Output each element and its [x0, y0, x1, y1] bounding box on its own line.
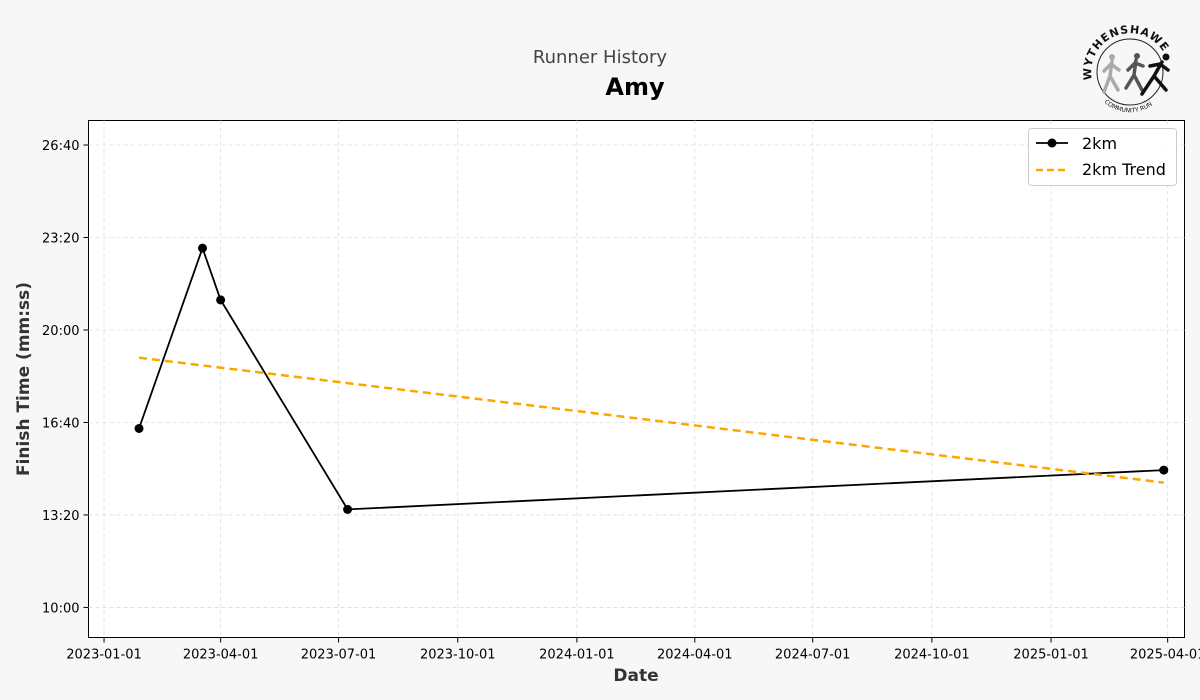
data-point-2km	[343, 504, 353, 514]
legend-label-trend: 2km Trend	[1082, 160, 1166, 179]
y-tick-label: 26:40	[42, 139, 79, 154]
y-tick-label: 13:20	[42, 509, 79, 524]
data-point-2km	[134, 423, 144, 433]
x-axis-label: Date	[613, 666, 658, 686]
chart-title: Amy	[605, 73, 665, 101]
wythenshawe-logo: WYTHENSHAWE COMMUNITY RUN	[1081, 23, 1171, 114]
runner-figure-2	[1124, 53, 1145, 92]
x-tick-label: 2024-10-01	[894, 648, 970, 663]
data-point-2km	[198, 243, 208, 253]
x-tick-label: 2023-04-01	[183, 648, 259, 663]
series-line-2km-trend	[138, 356, 1164, 484]
axes: 2023-01-01 2023-04-01 2023-07-01 2023-10-01…	[42, 139, 1200, 662]
y-axis-label: Finish Time (mm:ss)	[14, 282, 34, 476]
x-tick-label: 2023-10-01	[420, 648, 496, 663]
plot-area	[88, 120, 1185, 638]
x-tick-label: 2025-01-01	[1013, 648, 1089, 663]
series	[134, 243, 1169, 514]
x-tick-label: 2025-04-01	[1130, 648, 1200, 663]
runner-figure-1	[1102, 54, 1121, 94]
data-point-2km	[1159, 465, 1169, 475]
chart-subtitle: Runner History	[533, 47, 668, 68]
x-tick-label: 2024-04-01	[657, 648, 733, 663]
y-tick-label: 10:00	[42, 601, 79, 616]
y-tick-label: 23:20	[42, 231, 79, 246]
runner-figure-3	[1140, 53, 1170, 96]
x-tick-label: 2024-07-01	[775, 648, 851, 663]
x-tick-label: 2023-01-01	[66, 648, 142, 663]
data-point-2km	[216, 295, 226, 305]
x-tick-label: 2024-01-01	[539, 648, 615, 663]
legend-marker-2km	[1047, 138, 1057, 148]
x-tick-label: 2023-07-01	[301, 648, 377, 663]
legend-label-2km: 2km	[1082, 134, 1117, 153]
y-tick-label: 16:40	[42, 416, 79, 431]
grid	[88, 120, 1185, 638]
legend: 2km 2km Trend	[1028, 128, 1177, 186]
y-tick-label: 20:00	[42, 324, 79, 339]
